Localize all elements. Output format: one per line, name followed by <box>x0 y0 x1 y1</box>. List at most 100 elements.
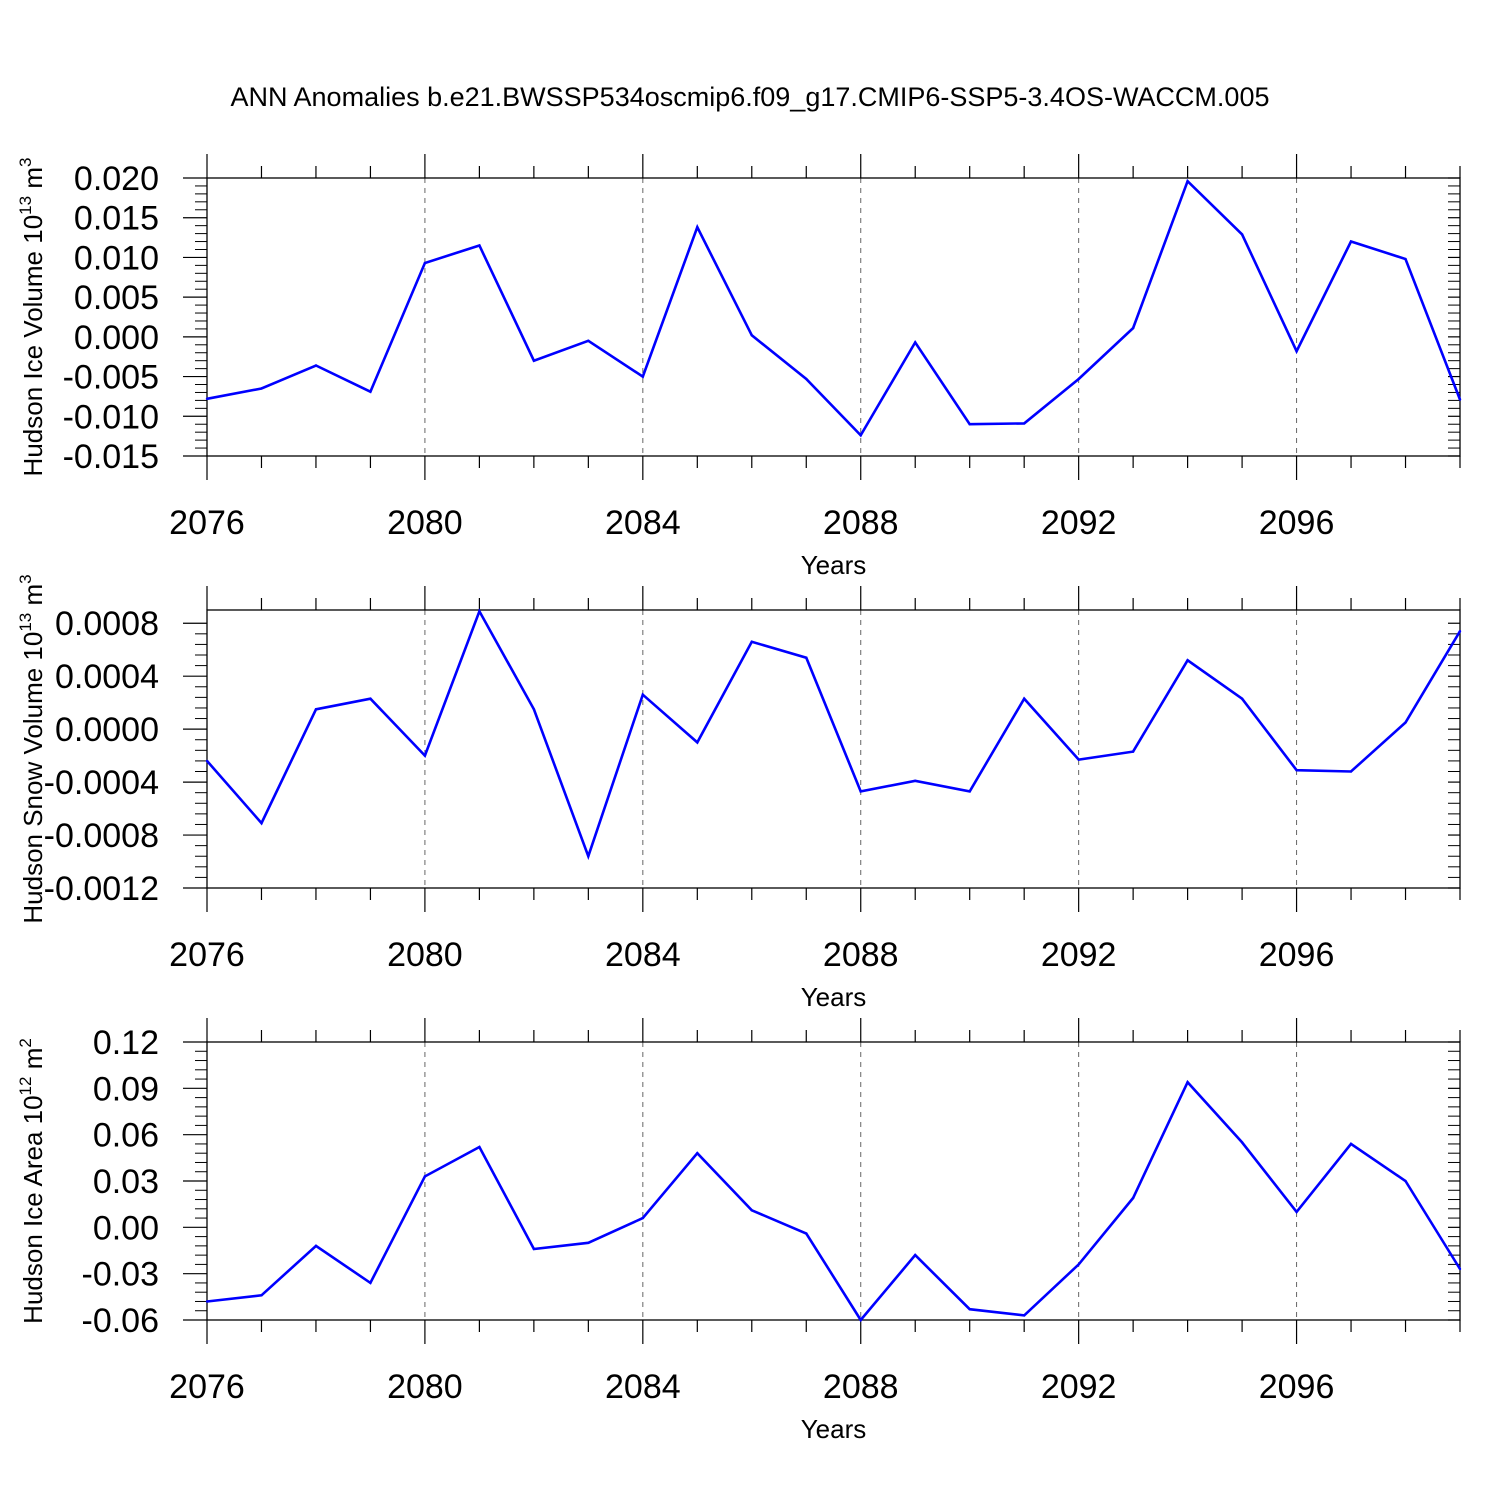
y-tick-label: -0.0008 <box>44 817 159 855</box>
data-point <box>314 708 318 711</box>
data-point <box>1240 1141 1244 1144</box>
plot-frame <box>206 177 1461 457</box>
panel-3: -0.06 -0.03 0.00 0.03 0.06 0.09 0.12 2076 2080 20… <box>16 1018 1462 1444</box>
data-point <box>205 397 209 401</box>
data-point <box>914 779 917 782</box>
data-point <box>968 790 971 793</box>
data-point <box>260 387 263 390</box>
x-axis-label: Years <box>801 982 867 1012</box>
y-tick-label: 0.010 <box>74 239 159 277</box>
data-point <box>750 334 753 337</box>
x-tick-label: 2096 <box>1259 504 1335 542</box>
x-tick-label: 2084 <box>605 936 681 974</box>
data-point <box>1349 1142 1353 1146</box>
data-point <box>968 1307 971 1311</box>
panel-1: -0.015-0.010-0.0050.0000.0050.0100.0150.… <box>16 154 1462 580</box>
x-tick-label: 2076 <box>169 504 245 542</box>
x-tick-label: 2080 <box>387 504 463 542</box>
y-tick-label: -0.03 <box>82 1256 160 1294</box>
data-point <box>1077 377 1080 381</box>
y-tick-label: 0.12 <box>93 1024 159 1062</box>
x-tick-label: 2096 <box>1259 1368 1335 1406</box>
data-point <box>641 1216 645 1220</box>
data-point <box>532 359 536 362</box>
data-point <box>1295 349 1298 353</box>
data-point <box>1349 770 1353 773</box>
data-point <box>859 1318 862 1322</box>
y-tick-label: 0.005 <box>74 279 159 317</box>
y-axis-label: Hudson Ice Volume 1013 m3 <box>16 158 48 477</box>
data-point <box>1186 659 1189 662</box>
series-line <box>206 178 1462 438</box>
y-tick-label: -0.015 <box>63 438 159 476</box>
data-point <box>1077 758 1080 761</box>
x-tick-label: 2084 <box>605 504 681 542</box>
data-point <box>1295 768 1298 772</box>
x-tick-label: 2096 <box>1259 936 1335 974</box>
y-tick-label: 0.020 <box>74 160 159 198</box>
data-point <box>532 708 536 711</box>
x-tick-label: 2088 <box>823 1368 899 1406</box>
y-tick-label: 0.03 <box>93 1163 159 1201</box>
data-point <box>423 261 427 265</box>
series-line <box>206 1079 1462 1323</box>
y-tick-label: 0.0000 <box>55 711 159 749</box>
data-point <box>968 423 971 426</box>
x-axis-label: Years <box>801 550 867 580</box>
data-point <box>314 1244 318 1248</box>
data-point <box>260 1294 263 1297</box>
data-point <box>478 1145 481 1149</box>
data-point <box>859 790 862 793</box>
x-tick-label: 2092 <box>1041 936 1117 974</box>
data-point <box>205 759 209 763</box>
data-point <box>1186 1080 1189 1084</box>
data-point <box>1131 750 1135 753</box>
data-point <box>314 364 318 367</box>
data-point <box>750 640 753 643</box>
y-tick-label: 0.0008 <box>55 605 159 643</box>
y-tick-label: -0.0012 <box>44 870 159 908</box>
data-point <box>205 1300 209 1303</box>
x-tick-label: 2076 <box>169 936 245 974</box>
data-point <box>1404 257 1407 261</box>
data-point <box>369 390 372 393</box>
y-tick-label: 0.09 <box>93 1070 159 1108</box>
x-tick-label: 2084 <box>605 1368 681 1406</box>
data-point <box>914 341 917 344</box>
data-point <box>423 1175 427 1178</box>
data-point <box>369 697 372 700</box>
chart-panels: -0.015-0.010-0.0050.0000.0050.0100.0150.… <box>16 154 1462 1444</box>
data-point <box>805 656 808 659</box>
data-point <box>914 1253 917 1257</box>
data-point <box>587 339 590 343</box>
data-point <box>1458 629 1462 633</box>
x-tick-label: 2092 <box>1041 1368 1117 1406</box>
plot-frame <box>206 609 1461 889</box>
data-point <box>641 693 645 696</box>
y-tick-label: 0.015 <box>74 200 159 238</box>
data-point <box>1077 1263 1080 1266</box>
data-point <box>1186 179 1189 183</box>
data-point <box>1022 422 1026 425</box>
data-point <box>532 1247 536 1251</box>
data-point <box>1458 398 1462 401</box>
data-point <box>750 1209 753 1212</box>
x-tick-label: 2092 <box>1041 504 1117 542</box>
data-point <box>1131 326 1135 330</box>
x-tick-label: 2088 <box>823 504 899 542</box>
data-point <box>1295 1210 1298 1214</box>
x-tick-label: 2080 <box>387 1368 463 1406</box>
data-point <box>1404 1179 1407 1183</box>
data-point <box>1240 697 1244 700</box>
data-point <box>696 741 699 744</box>
data-point <box>1022 697 1026 700</box>
data-point <box>423 754 427 757</box>
data-point <box>805 1232 808 1235</box>
y-axis-label: Hudson Snow Volume 1013 m3 <box>16 574 48 923</box>
y-tick-label: 0.06 <box>93 1117 159 1155</box>
data-point <box>641 375 645 378</box>
x-tick-label: 2080 <box>387 936 463 974</box>
data-point <box>478 244 481 247</box>
y-tick-label: -0.06 <box>82 1302 160 1340</box>
